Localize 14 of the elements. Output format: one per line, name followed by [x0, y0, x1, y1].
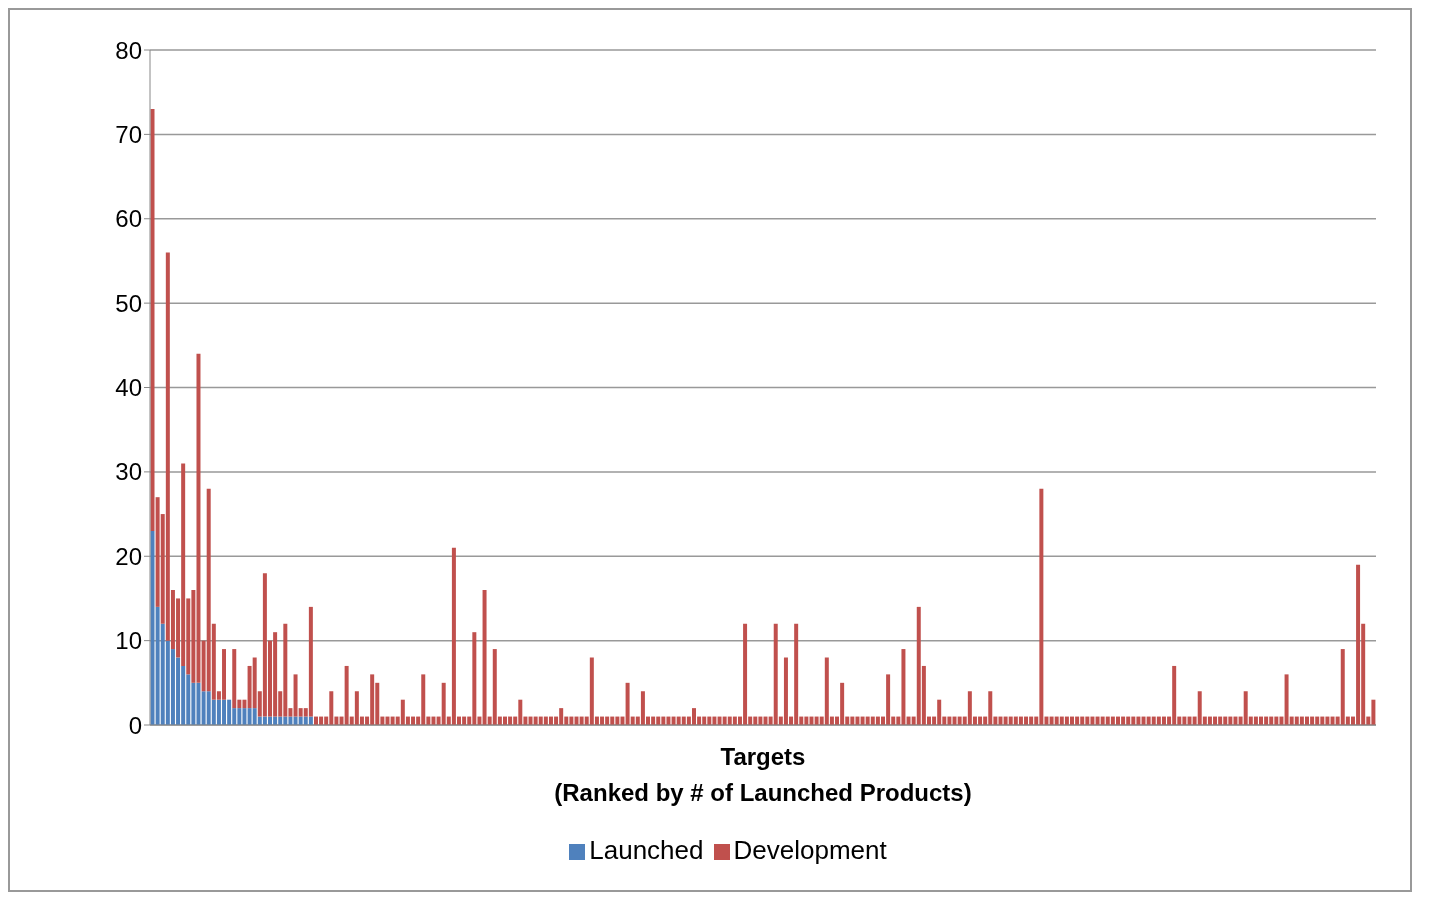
y-tick-label: 70	[115, 120, 142, 148]
legend-label: Development	[733, 835, 887, 865]
bar	[308, 606, 313, 717]
y-tick-label: 10	[115, 627, 142, 655]
y-tick-label: 60	[115, 205, 142, 233]
y-tick-label: 0	[128, 711, 142, 739]
y-tick-label: 30	[115, 458, 142, 486]
legend-label: Launched	[589, 835, 704, 865]
y-tick-label: 50	[115, 289, 142, 317]
x-axis-title: Targets (Ranked by # of Launched Products)	[554, 743, 972, 806]
y-tick-label: 80	[115, 36, 142, 64]
y-tick-label: 40	[115, 374, 142, 402]
y-tick-label: 20	[115, 542, 142, 570]
bar	[232, 649, 237, 709]
